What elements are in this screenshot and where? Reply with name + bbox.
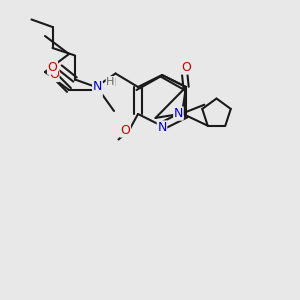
Text: N: N	[174, 107, 183, 120]
Text: N: N	[93, 80, 102, 94]
Text: H: H	[106, 76, 115, 87]
Text: N: N	[157, 121, 167, 134]
Text: H: H	[107, 77, 116, 88]
Text: N: N	[93, 83, 102, 97]
Text: O: O	[49, 68, 59, 82]
Text: O: O	[121, 124, 130, 137]
Text: O: O	[181, 61, 191, 74]
Text: O: O	[48, 61, 57, 74]
